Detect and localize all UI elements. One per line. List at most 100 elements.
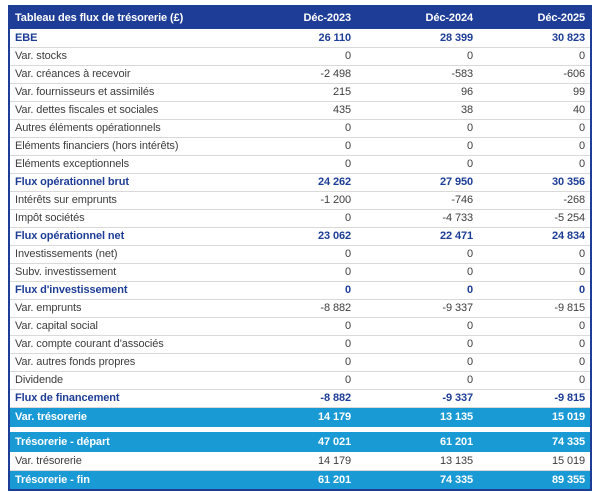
row-label: Flux de financement [9,389,234,408]
table-row: Trésorerie - départ 47 021 61 201 74 335 [9,432,591,452]
table-row: Dividende 0 0 0 [9,371,591,390]
cell-value: 215 [234,83,356,102]
table-row: Flux de financement -8 882 -9 337 -9 815 [9,389,591,408]
column-header-dec-2025: Déc-2025 [478,6,591,29]
row-label: Var. créances à recevoir [9,65,234,84]
row-label: Var. autres fonds propres [9,353,234,372]
table-row: Impôt sociétés 0 -4 733 -5 254 [9,209,591,228]
cell-value: 0 [356,335,478,354]
cell-value: -746 [356,191,478,210]
cell-value: 0 [478,371,591,390]
cell-value: 0 [234,47,356,66]
table-row: Var. autres fonds propres 0 0 0 [9,353,591,372]
table-row: Flux opérationnel net 23 062 22 471 24 834 [9,227,591,246]
cell-value: 0 [234,245,356,264]
row-label: Var. trésorerie [9,407,234,427]
table-row: Var. stocks 0 0 0 [9,47,591,66]
cell-value: -8 882 [234,389,356,408]
cell-value: 47 021 [234,432,356,452]
cell-value: 0 [478,47,591,66]
cell-value: 0 [478,335,591,354]
column-header-dec-2024: Déc-2024 [356,6,478,29]
cell-value: -9 337 [356,299,478,318]
table-row: Subv. investissement 0 0 0 [9,263,591,282]
row-label: Var. capital social [9,317,234,336]
cell-value: -9 337 [356,389,478,408]
cell-value: 30 356 [478,173,591,192]
cell-value: -268 [478,191,591,210]
table-row: Flux d'investissement 0 0 0 [9,281,591,300]
spacer-row [9,427,591,432]
header-row: Tableau des flux de trésorerie (£) Déc-2… [9,6,591,29]
table-row: Trésorerie - fin 61 201 74 335 89 355 [9,470,591,490]
cell-value: 0 [234,281,356,300]
cell-value: 0 [234,317,356,336]
cell-value: 0 [478,155,591,174]
row-label: Dividende [9,371,234,390]
row-label: Var. stocks [9,47,234,66]
cell-value: 61 201 [356,432,478,452]
row-label: Var. emprunts [9,299,234,318]
cell-value: -9 815 [478,389,591,408]
cell-value: 15 019 [478,407,591,427]
cell-value: 435 [234,101,356,120]
table-row: EBE 26 110 28 399 30 823 [9,29,591,48]
row-label: Var. compte courant d'associés [9,335,234,354]
cell-value: 24 834 [478,227,591,246]
row-label: Subv. investissement [9,263,234,282]
cell-value: 96 [356,83,478,102]
row-label: Impôt sociétés [9,209,234,228]
row-label: Trésorerie - fin [9,470,234,490]
row-label: Eléments financiers (hors intérêts) [9,137,234,156]
table-row: Flux opérationnel brut 24 262 27 950 30 356 [9,173,591,192]
cell-value: 61 201 [234,470,356,490]
table-row: Eléments financiers (hors intérêts) 0 0 0 [9,137,591,156]
cell-value: 0 [478,137,591,156]
cell-value: 0 [356,353,478,372]
cell-value: 0 [478,353,591,372]
cell-value: 0 [356,47,478,66]
table-row: Var. trésorerie 14 179 13 135 15 019 [9,452,591,471]
cell-value: 40 [478,101,591,120]
table-row: Var. fournisseurs et assimilés 215 96 99 [9,83,591,102]
cell-value: 74 335 [356,470,478,490]
cell-value: 0 [234,353,356,372]
cell-value: -5 254 [478,209,591,228]
cell-value: 15 019 [478,452,591,471]
table-row: Var. dettes fiscales et sociales 435 38 40 [9,101,591,120]
cell-value: -1 200 [234,191,356,210]
table-body: EBE 26 110 28 399 30 823 Var. stocks 0 0 0 Var. … [9,29,591,490]
cell-value: 89 355 [478,470,591,490]
cell-value: 0 [234,119,356,138]
spacer-cell [9,427,591,432]
cell-value: -9 815 [478,299,591,318]
cell-value: 14 179 [234,407,356,427]
cell-value: 0 [234,371,356,390]
cell-value: 0 [356,155,478,174]
cell-value: 0 [478,119,591,138]
table-row: Var. emprunts -8 882 -9 337 -9 815 [9,299,591,318]
cell-value: 0 [234,263,356,282]
row-label: Var. dettes fiscales et sociales [9,101,234,120]
cell-value: 38 [356,101,478,120]
row-label: Flux opérationnel net [9,227,234,246]
table-row: Var. compte courant d'associés 0 0 0 [9,335,591,354]
cell-value: 0 [478,245,591,264]
table-row: Var. trésorerie 14 179 13 135 15 019 [9,407,591,427]
table-row: Investissements (net) 0 0 0 [9,245,591,264]
cell-value: -606 [478,65,591,84]
cell-value: -4 733 [356,209,478,228]
cell-value: 28 399 [356,29,478,48]
cell-value: 0 [356,245,478,264]
cell-value: 24 262 [234,173,356,192]
cashflow-table: Tableau des flux de trésorerie (£) Déc-2… [8,5,592,491]
cell-value: 0 [356,137,478,156]
cell-value: 13 135 [356,452,478,471]
cell-value: 0 [356,119,478,138]
cell-value: -583 [356,65,478,84]
row-label: Flux opérationnel brut [9,173,234,192]
cell-value: 13 135 [356,407,478,427]
cell-value: 0 [478,263,591,282]
cell-value: 0 [234,209,356,228]
table-row: Autres éléments opérationnels 0 0 0 [9,119,591,138]
